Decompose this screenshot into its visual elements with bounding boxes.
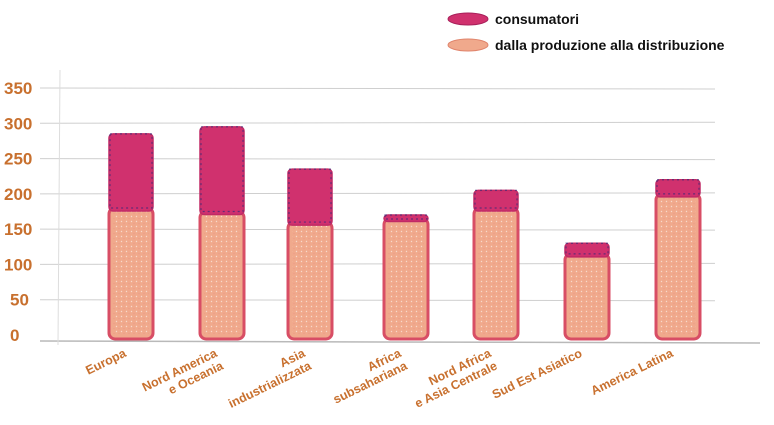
x-tick-label: Europa xyxy=(83,346,129,378)
legend-swatch xyxy=(447,12,489,26)
legend-label: consumatori xyxy=(495,11,579,27)
bar-consumers xyxy=(287,168,333,226)
x-tick-label: Sud Est Asiatico xyxy=(490,346,585,402)
y-tick-label: 150 xyxy=(4,220,32,239)
x-tick-label-line: industrializzata xyxy=(226,358,314,411)
bar-texture xyxy=(660,196,696,334)
y-tick-label: 250 xyxy=(4,150,32,169)
bar-texture xyxy=(204,214,240,334)
bar-texture xyxy=(388,221,424,334)
bar-texture xyxy=(292,225,328,334)
bar-texture xyxy=(569,256,605,334)
y-axis-line xyxy=(57,69,61,346)
x-tick-label-line: Sud Est Asiatico xyxy=(490,346,585,402)
bar-consumers-scribble xyxy=(565,242,609,255)
legend-swatch xyxy=(447,38,489,52)
bar-consumers-scribble xyxy=(109,133,153,209)
bar-consumers-scribble xyxy=(384,214,428,220)
legend: consumatori dalla produzione alla distrib… xyxy=(447,11,725,53)
y-tick-label: 0 xyxy=(10,326,19,345)
axes xyxy=(39,69,761,346)
bars xyxy=(107,126,702,341)
legend-label: dalla produzione alla distribuzione xyxy=(495,37,725,53)
y-tick-label: 200 xyxy=(4,185,32,204)
y-tick-label: 350 xyxy=(4,79,32,98)
x-tick-label-line: America Latina xyxy=(589,346,677,398)
x-tick-label-line: Europa xyxy=(83,346,129,378)
bar-consumers xyxy=(564,242,610,258)
bar-consumers-scribble xyxy=(656,179,700,195)
x-axis-line xyxy=(39,340,761,344)
y-tick-label: 50 xyxy=(10,291,29,310)
y-tick-label: 100 xyxy=(4,255,32,274)
bar-texture xyxy=(113,210,149,334)
y-tick-label: 300 xyxy=(4,114,32,133)
bar-consumers-scribble xyxy=(474,189,518,209)
bar-texture xyxy=(478,210,514,334)
bar-consumers-scribble xyxy=(288,168,332,223)
bar-consumers xyxy=(199,126,245,216)
gridline xyxy=(39,87,716,90)
bar-consumers xyxy=(383,214,429,223)
gridline xyxy=(39,121,716,124)
x-tick-label: America Latina xyxy=(589,346,677,398)
bar-consumers xyxy=(108,133,154,212)
bar-consumers-scribble xyxy=(200,126,244,213)
